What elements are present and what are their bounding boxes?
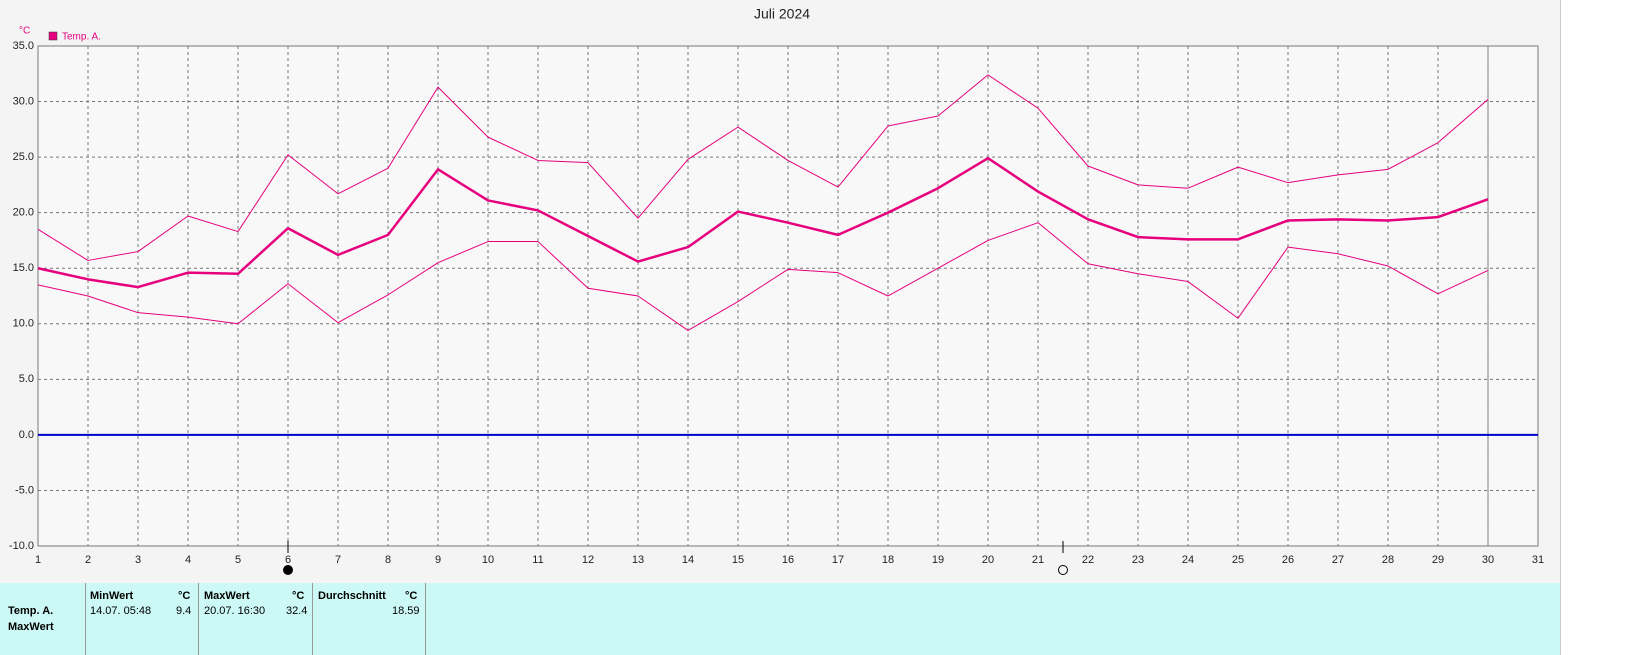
x-tick-label: 15 [732, 554, 744, 566]
x-tick-label: 29 [1432, 554, 1444, 566]
stats-panel: Temp. A. MaxWert MinWert °C 14.07. 05:48… [0, 583, 1560, 655]
col-unit: °C [405, 590, 418, 602]
x-tick-label: 14 [682, 554, 694, 566]
x-tick-label: 30 [1482, 554, 1494, 566]
y-tick-label: -10.0 [9, 540, 34, 552]
x-tick-label: 3 [135, 554, 141, 566]
x-tick-label: 7 [335, 554, 341, 566]
x-tick-label: 18 [882, 554, 894, 566]
y-tick-label: 35.0 [13, 40, 34, 52]
x-tick-label: 13 [632, 554, 644, 566]
row-label: MaxWert [8, 621, 54, 633]
legend-swatch [48, 31, 58, 41]
range-line [37, 74, 1489, 261]
x-tick-label: 5 [235, 554, 241, 566]
y-unit: °C [19, 26, 30, 37]
col-unit: °C [178, 590, 191, 602]
line-series [37, 156, 1489, 289]
x-tick-label: 16 [782, 554, 794, 566]
x-tick-label: 1 [35, 554, 41, 566]
x-tick-label: 24 [1182, 554, 1194, 566]
x-tick-label: 12 [582, 554, 594, 566]
x-tick-label: 8 [385, 554, 391, 566]
legend-label: Temp. A. [62, 32, 101, 43]
x-tick-label: 19 [932, 554, 944, 566]
col-header: MinWert [90, 590, 134, 602]
x-tick-label: 31 [1532, 554, 1544, 566]
x-tick-label: 25 [1232, 554, 1244, 566]
range-line [37, 222, 1489, 331]
x-tick-label: 28 [1382, 554, 1394, 566]
chart: Juli 2024 °C Temp. A. -10.0 -5.0 0.0 5.0 10.… [9, 6, 1544, 575]
col-header: Durchschnitt [318, 590, 386, 602]
col-header: MaxWert [204, 590, 250, 602]
x-tick-label: 17 [832, 554, 844, 566]
y-tick-label: 30.0 [13, 95, 34, 107]
x-tick-label: 20 [982, 554, 994, 566]
y-tick-label: 25.0 [13, 151, 34, 163]
x-tick-label: 9 [435, 554, 441, 566]
value: 9.4 [176, 605, 192, 617]
y-tick-label: 10.0 [13, 318, 34, 330]
value: 32.4 [286, 605, 308, 617]
y-tick-label: -5.0 [15, 484, 34, 496]
x-tick-label: 22 [1082, 554, 1094, 566]
time: 14.07. 05:48 [90, 605, 152, 617]
x-tick-label: 6 [285, 554, 291, 566]
chart-title: Juli 2024 [754, 6, 810, 22]
y-tick-label: 0.0 [19, 429, 34, 441]
moon-phase [1058, 565, 1068, 575]
side-panel [1560, 0, 1631, 655]
x-tick-label: 10 [482, 554, 494, 566]
col-unit: °C [292, 590, 305, 602]
time: 20.07. 16:30 [204, 605, 266, 617]
y-tick-label: 5.0 [19, 373, 34, 385]
x-tick-label: 21 [1032, 554, 1044, 566]
row-label: Temp. A. [8, 605, 54, 617]
y-tick-label: 20.0 [13, 207, 34, 219]
x-tick-label: 26 [1282, 554, 1294, 566]
moon-phase [283, 565, 293, 575]
x-tick-label: 27 [1332, 554, 1344, 566]
x-tick-label: 2 [85, 554, 91, 566]
value: 18.59 [392, 605, 420, 617]
x-tick-label: 4 [185, 554, 191, 566]
x-tick-label: 23 [1132, 554, 1144, 566]
y-tick-label: 15.0 [13, 262, 34, 274]
x-tick-label: 11 [532, 554, 543, 566]
